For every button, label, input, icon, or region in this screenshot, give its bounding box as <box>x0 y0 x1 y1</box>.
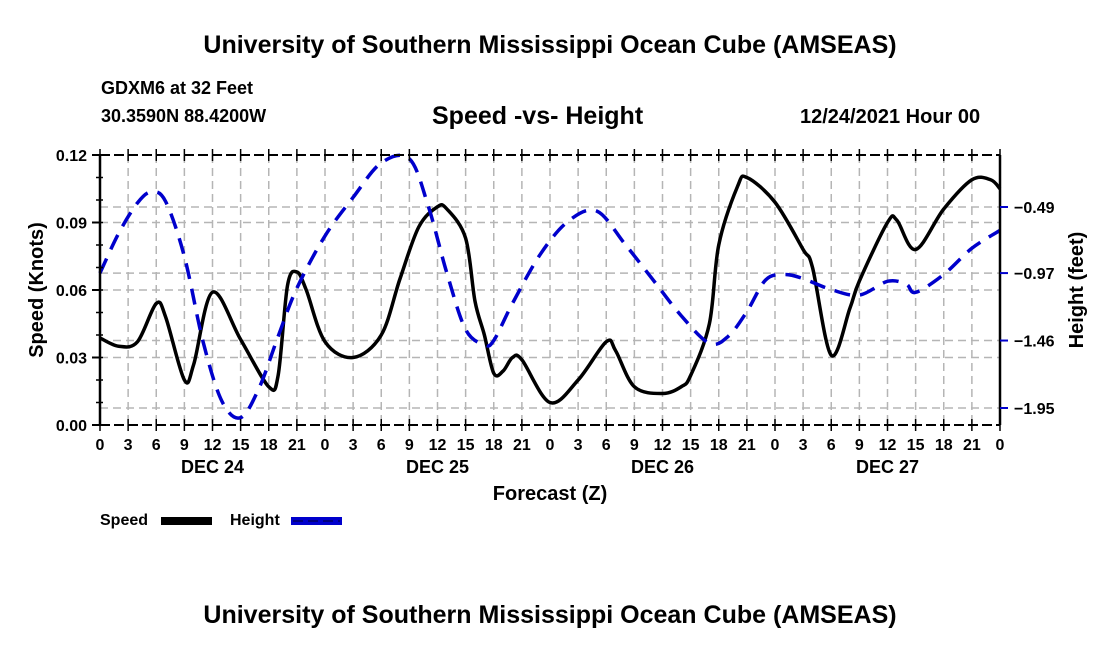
day-label: DEC 25 <box>406 457 469 477</box>
x-tick-label: 21 <box>738 437 756 454</box>
y-tick-label: 0.06 <box>56 283 87 300</box>
x-tick-label: 9 <box>630 437 639 454</box>
axis-labels: 0 3 6 9 12 15 18 21 0 3 6 9 12 15 18 21 0 3 6 9 12 15 18 21 0 3 6 9… <box>26 148 1088 505</box>
x-tick-label: 15 <box>682 437 700 454</box>
day-label: DEC 26 <box>631 457 694 477</box>
x-tick-label: 12 <box>429 437 447 454</box>
chart-subtitle: Speed -vs- Height <box>432 102 644 130</box>
y-tick-label: 0.12 <box>56 148 87 165</box>
x-tick-label: 6 <box>827 437 836 454</box>
x-tick-label: 18 <box>260 437 278 454</box>
x-tick-label: 0 <box>996 437 1005 454</box>
x-tick-label: 6 <box>152 437 161 454</box>
y2-tick-label: −1.95 <box>1014 401 1055 418</box>
main-title: University of Southern Mississippi Ocean… <box>203 31 897 59</box>
x-tick-label: 3 <box>574 437 583 454</box>
speed-series-line <box>99 174 1002 405</box>
legend-speed-swatch <box>161 517 212 525</box>
x-tick-label: 9 <box>180 437 189 454</box>
x-tick-label: 3 <box>124 437 133 454</box>
x-tick-label: 0 <box>771 437 780 454</box>
x-tick-label: 12 <box>654 437 672 454</box>
day-label: DEC 27 <box>856 457 919 477</box>
x-tick-label: 21 <box>288 437 306 454</box>
x-tick-label: 18 <box>485 437 503 454</box>
footer-title: University of Southern Mississippi Ocean… <box>203 601 897 629</box>
x-tick-label: 6 <box>377 437 386 454</box>
x-tick-label: 18 <box>710 437 728 454</box>
x-tick-label: 3 <box>799 437 808 454</box>
axes <box>92 149 1008 431</box>
x-tick-label: 9 <box>855 437 864 454</box>
x-tick-label: 3 <box>349 437 358 454</box>
y2-tick-label: −0.97 <box>1014 266 1055 283</box>
legend: Speed Height <box>100 512 342 529</box>
legend-height-label: Height <box>230 512 280 529</box>
y-axis-title: Speed (Knots) <box>26 222 48 358</box>
x-tick-label: 18 <box>935 437 953 454</box>
y2-tick-label: −1.46 <box>1014 334 1055 351</box>
station-label: GDXM6 at 32 Feet <box>101 78 254 98</box>
series-group <box>98 153 1002 420</box>
x-tick-label: 0 <box>96 437 105 454</box>
x-tick-label: 6 <box>602 437 611 454</box>
x-tick-label: 15 <box>457 437 475 454</box>
y-tick-label: 0.03 <box>56 351 87 368</box>
y-tick-label: 0.00 <box>56 418 87 435</box>
x-tick-label: 21 <box>513 437 531 454</box>
station-coordinates: 30.3590N 88.4200W <box>101 106 267 126</box>
forecast-date: 12/24/2021 Hour 00 <box>800 106 981 128</box>
x-tick-label: 12 <box>879 437 897 454</box>
x-tick-label: 15 <box>907 437 925 454</box>
legend-speed-label: Speed <box>100 512 148 529</box>
x-tick-label: 12 <box>204 437 222 454</box>
x-tick-label: 0 <box>546 437 555 454</box>
y2-axis-title: Height (feet) <box>1066 232 1088 349</box>
x-tick-label: 0 <box>321 437 330 454</box>
x-tick-label: 15 <box>232 437 250 454</box>
day-label: DEC 24 <box>181 457 244 477</box>
y-tick-label: 0.09 <box>56 216 87 233</box>
grid <box>100 155 1000 425</box>
x-tick-label: 9 <box>405 437 414 454</box>
y2-tick-label: −0.49 <box>1014 200 1055 217</box>
x-axis-title: Forecast (Z) <box>493 483 607 505</box>
x-tick-label: 21 <box>963 437 981 454</box>
